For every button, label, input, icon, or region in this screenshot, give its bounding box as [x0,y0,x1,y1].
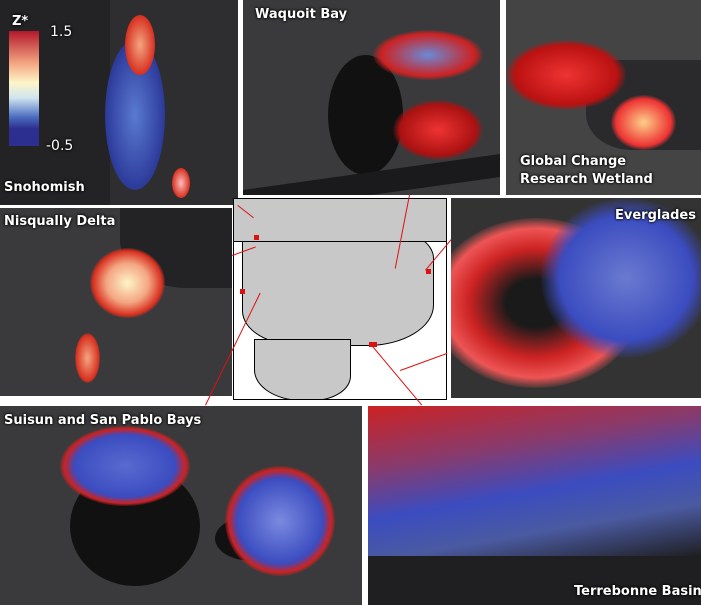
panel-label: Research Wetland [520,172,653,187]
site-marker [369,342,377,347]
site-marker [254,235,259,240]
panel-label: Snohomish [4,180,85,195]
wetland-low [541,198,701,358]
overview-map-usa [233,198,447,400]
legend-colorbar [9,31,39,146]
site-marker [426,269,431,274]
wetland-high [75,333,100,383]
panel-label: Terrebonne Basin [574,584,701,599]
wetland-high [172,168,190,198]
usa-landmass [242,229,434,346]
map-panel-waquoit-bay: Waquoit Bay [243,0,500,195]
wetland-low [60,426,190,506]
wetland-mix [368,406,701,556]
map-panel-global-change-research-wetland: Global Change Research Wetland [506,0,701,195]
wetland-low [225,466,335,576]
map-panel-terrebonne-basin: Terrebonne Basin [368,406,701,605]
panel-label: Global Change [520,154,627,169]
wetland-high [506,40,626,110]
legend-title: Z* [12,14,29,29]
wetland-high [373,30,483,80]
wetland-high [125,15,155,75]
legend-max: 1.5 [50,24,73,40]
panel-label: Nisqually Delta [4,214,116,229]
map-panel-nisqually-delta: Nisqually Delta [0,208,232,396]
map-panel-suisun-san-pablo-bays: Suisun and San Pablo Bays [0,406,362,605]
wetland-high [90,248,165,318]
panel-label: Everglades [615,208,696,223]
wetland-high [393,100,483,160]
water-body [328,55,403,175]
canada-landmass [234,199,446,242]
mexico-landmass [254,339,351,399]
legend-min: -0.5 [46,138,74,154]
site-marker [240,289,245,294]
wetland-high [611,95,676,150]
panel-label: Suisun and San Pablo Bays [4,413,202,428]
map-panel-snohomish: Z* 1.5 -0.5 Snohomish [0,0,238,205]
map-panel-everglades: Everglades [451,198,701,398]
panel-label: Waquoit Bay [255,7,348,22]
